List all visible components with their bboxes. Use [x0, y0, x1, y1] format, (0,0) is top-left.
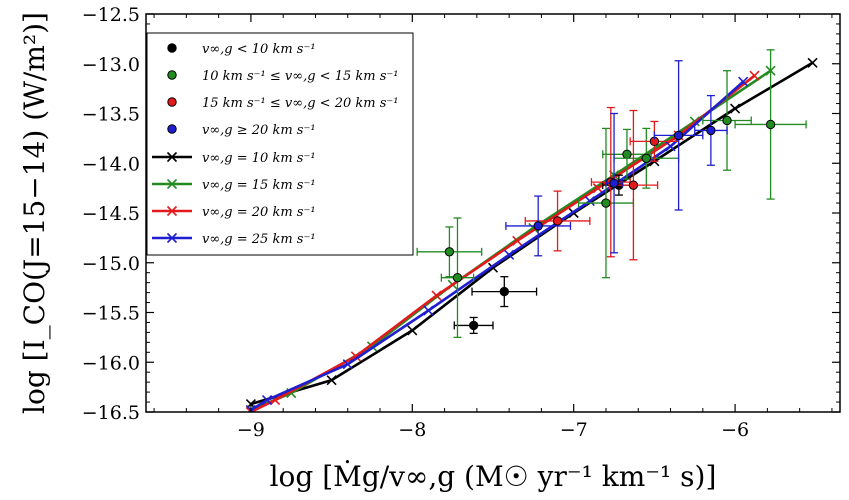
legend-marker — [166, 178, 178, 190]
observation-marker — [452, 272, 463, 283]
observation-point — [453, 316, 494, 335]
observation-marker — [533, 221, 543, 231]
legend-marker — [166, 151, 178, 163]
legend-label: v∞,g = 10 km s⁻¹ — [202, 151, 316, 166]
observation-point — [734, 49, 807, 200]
observation-point — [605, 112, 623, 254]
y-axis-title: log [I_CO(J=15−14) (W/m²)] — [18, 12, 51, 414]
y-tick-label: −13.0 — [82, 54, 140, 76]
model-marker — [342, 359, 353, 370]
x-axis-title: log [Ṁg/v∞,g (M☉ yr⁻¹ km⁻¹ s)] — [270, 460, 717, 493]
y-tick-label: −13.5 — [82, 104, 140, 126]
observation-marker — [601, 198, 611, 208]
legend-marker — [166, 205, 178, 217]
model-marker — [423, 305, 434, 316]
model-marker — [431, 290, 442, 301]
observation-point — [416, 226, 483, 278]
legend-label: v∞,g = 25 km s⁻¹ — [202, 232, 316, 247]
observation-marker — [622, 149, 632, 159]
legend-entry: 10 km s⁻¹ ≤ v∞,g < 15 km s⁻¹ — [167, 69, 398, 84]
observation-point — [505, 195, 572, 257]
model-marker — [730, 103, 741, 114]
observation-marker — [628, 180, 639, 190]
observation-point — [629, 120, 680, 162]
legend-label: v∞,g = 20 km s⁻¹ — [202, 205, 316, 220]
observation-point — [524, 190, 591, 252]
model-marker — [504, 249, 515, 260]
legend-label: 10 km s⁻¹ ≤ v∞,g < 15 km s⁻¹ — [202, 69, 398, 84]
y-tick-label: −16.5 — [82, 402, 140, 424]
model-marker — [512, 235, 523, 246]
model-marker — [665, 141, 676, 152]
legend-entry: v∞,g = 20 km s⁻¹ — [152, 205, 316, 220]
legend-label: 15 km s⁻¹ ≤ v∞,g < 20 km s⁻¹ — [202, 96, 398, 111]
legend-marker — [167, 70, 177, 80]
observation-marker — [468, 320, 479, 331]
y-tick-label: −12.5 — [82, 4, 140, 26]
model-marker — [738, 76, 749, 87]
model-marker — [326, 375, 337, 386]
legend-entry: v∞,g ≥ 20 km s⁻¹ — [167, 123, 316, 138]
observation-marker — [765, 119, 776, 130]
x-tick-label: −6 — [721, 419, 749, 441]
model-marker — [407, 325, 418, 336]
legend-label: v∞,g < 10 km s⁻¹ — [202, 42, 316, 57]
y-tick-label: −15.0 — [82, 253, 140, 275]
observation-point — [471, 276, 538, 308]
observation-point — [577, 127, 635, 279]
legend-label: v∞,g ≥ 20 km s⁻¹ — [202, 123, 316, 138]
y-tick-label: −14.5 — [82, 203, 140, 225]
model-marker — [261, 394, 273, 406]
observation-marker — [641, 153, 652, 163]
legend-entry: v∞,g = 15 km s⁻¹ — [152, 178, 316, 193]
legend-entry: v∞,g < 10 km s⁻¹ — [167, 42, 316, 57]
observation-marker — [552, 216, 563, 226]
model-marker — [749, 70, 760, 81]
observation-marker — [444, 247, 455, 257]
legend-entry: v∞,g = 25 km s⁻¹ — [152, 232, 316, 247]
y-tick-label: −16.0 — [82, 352, 140, 374]
legend-marker — [166, 232, 178, 244]
legend-label: v∞,g = 15 km s⁻¹ — [202, 178, 316, 193]
legend-box — [146, 32, 414, 256]
model-line-0 — [250, 61, 814, 406]
y-tick-label: −14.0 — [82, 153, 140, 175]
y-tick-label: −15.5 — [82, 303, 140, 325]
observation-marker — [499, 286, 509, 297]
observation-point — [653, 60, 704, 211]
model-line-2 — [250, 74, 756, 412]
model-marker — [350, 351, 361, 362]
legend-marker — [167, 43, 177, 53]
model-marker — [807, 57, 818, 68]
x-tick-label: −9 — [237, 419, 265, 441]
observation-marker — [706, 125, 716, 136]
observation-marker — [722, 115, 732, 126]
legend-marker — [167, 97, 177, 107]
observation-marker — [673, 130, 684, 141]
legend-entry: v∞,g = 10 km s⁻¹ — [152, 151, 316, 166]
model-marker — [592, 183, 603, 194]
observation-point — [694, 94, 728, 166]
x-tick-label: −8 — [398, 419, 426, 441]
model-line-3 — [250, 80, 745, 412]
observation-marker — [609, 178, 619, 188]
observation-point — [440, 217, 475, 339]
legend-entry: 15 km s⁻¹ ≤ v∞,g < 20 km s⁻¹ — [167, 96, 398, 111]
model-marker — [584, 195, 595, 207]
x-tick-label: −7 — [560, 419, 588, 441]
legend-marker — [167, 124, 177, 134]
